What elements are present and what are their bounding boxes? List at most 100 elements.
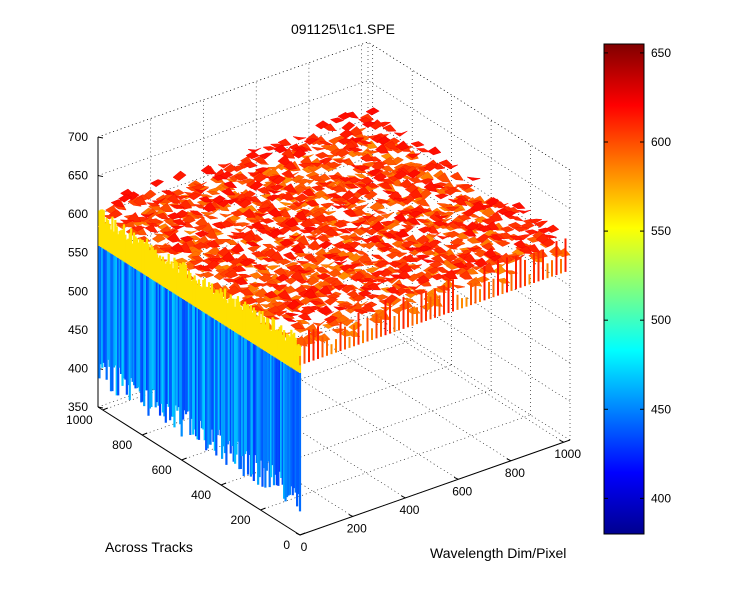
surface-patch [365,149,380,154]
surface-patch [415,148,431,153]
surface-patch [303,138,318,146]
surface-patch [275,273,290,282]
surface-patch [423,223,438,228]
surface-patch [427,146,442,156]
surface-patch [140,212,155,219]
surface-patch [224,239,240,246]
surface-patch [219,213,234,218]
surface-patch [245,241,260,247]
surface-patch [371,160,386,171]
surface-patch [351,152,367,157]
surface-patch [473,257,488,268]
surface-patch [406,273,421,282]
surface-patch [329,117,345,124]
surface-patch [294,193,309,203]
surface-patch [228,235,243,240]
surface-patch [408,210,423,218]
surface-patch [453,222,468,227]
surface-patch [430,254,445,263]
surface-patch [444,187,459,196]
surface-patch [338,264,354,271]
surface-patch [406,153,421,159]
surface-patch [198,196,213,203]
x-tick-label: 200 [347,521,367,535]
surface-patch [303,226,318,233]
surface-patch [191,185,206,191]
surface-patch [365,267,380,274]
surface-patch [408,188,423,199]
surface-patch [496,240,511,247]
surface-patch [382,124,397,132]
surface-patch [314,266,329,273]
surface-patch [316,234,331,242]
surface-patch [333,284,348,291]
surface-patch [269,184,285,191]
surface-patch [423,180,438,193]
surface-patch [247,147,262,154]
surface-patch [324,228,339,237]
surface-patch [421,258,436,263]
surface-patch [193,181,207,188]
z-tick-label: 600 [68,207,88,221]
x-tick-mark [559,439,564,443]
y-axis-line [97,406,301,536]
y-axis-label: Across Tracks [105,539,193,555]
surface-patch [267,229,282,239]
surface-patch [267,207,283,217]
z-tick-label: 400 [68,361,88,375]
surface-patch [159,202,174,213]
surface-patch [131,225,146,232]
surface-patch [363,140,378,149]
surface-patch [393,130,408,137]
y-tick-mark [102,407,108,411]
z-tick-mark [97,406,104,409]
surface-patch [255,212,269,218]
surface-patch [286,205,301,211]
surface-patch [301,188,316,197]
surface-patch [462,253,477,263]
surface-patch [262,146,277,151]
surface-patch [417,226,432,234]
surface-patch [170,242,185,252]
surface-patch [246,171,262,177]
surface-patch [380,178,395,184]
surface-patch [237,274,253,279]
surface-patch [374,260,389,269]
surface-patch [188,210,204,216]
x-tick-label: 800 [505,466,525,480]
surface-patch [266,194,281,202]
surface-patch [253,172,268,183]
surface-patch [327,268,342,278]
surface-patch [243,161,258,169]
surface-patch [393,197,408,202]
surface-patch [357,253,372,264]
surface-patch [432,220,448,227]
surface-patch [353,309,369,314]
surface-patch [333,221,348,228]
surface-patch [449,237,464,247]
surface-patch [269,250,284,262]
surface-patch [423,162,438,172]
surface-patch [338,177,354,183]
surface-patch [350,271,365,282]
surface-patch [333,260,348,266]
surface-patch [345,227,359,233]
x-tick-label: 1000 [554,447,581,461]
surface-patch [380,242,395,248]
surface-patch [303,288,318,299]
surface-patch [460,261,475,271]
surface-patch [517,209,531,214]
surface-patch [258,152,273,160]
surface-patch [251,221,266,230]
surface-patch [283,183,298,193]
surface-patch [378,181,393,190]
surface-patch [502,210,517,218]
surface-patch [401,195,416,205]
surface-patch [316,273,331,280]
surface-patch [172,218,187,225]
surface-patch [256,186,271,195]
surface-patch [272,236,286,242]
surface-patch [307,239,322,251]
surface-patch [311,146,325,151]
surface-patch [359,153,374,162]
